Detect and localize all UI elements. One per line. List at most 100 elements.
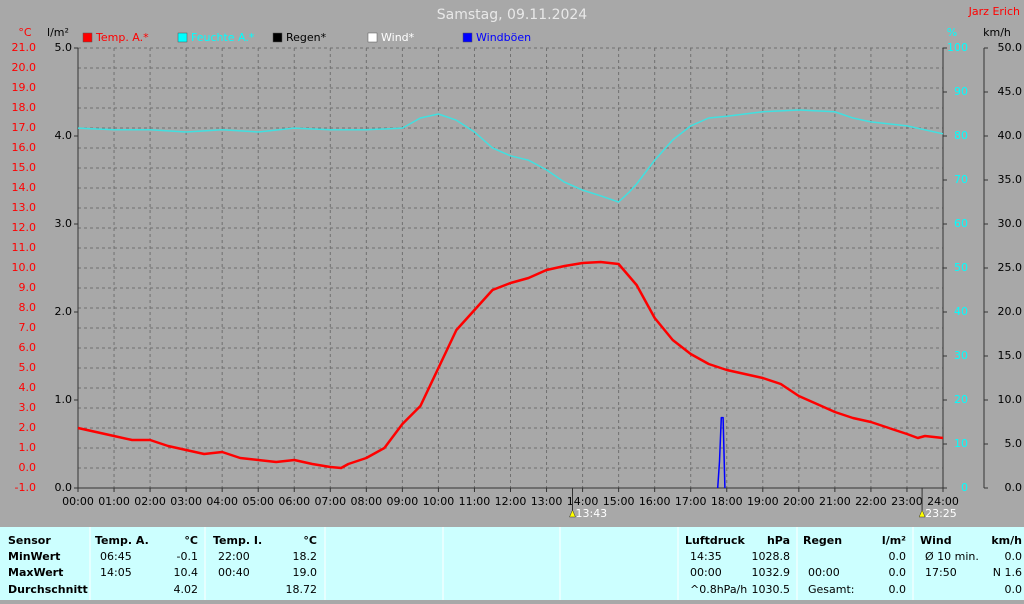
y-tick-label: 1.0 xyxy=(19,441,37,454)
humidity-tick-label: 40 xyxy=(954,305,968,318)
y-tick-label: 11.0 xyxy=(12,241,37,254)
annotation-icon xyxy=(918,509,926,518)
table-cell: 0.0 xyxy=(889,550,907,563)
x-tick-label: 19:00 xyxy=(747,495,779,508)
table-header: Temp. A. xyxy=(95,534,149,547)
x-tick-label: 20:00 xyxy=(783,495,815,508)
series-line xyxy=(716,416,726,489)
x-tick-label: 02:00 xyxy=(134,495,166,508)
x-tick-label: 18:00 xyxy=(711,495,743,508)
x-tick-label: 00:00 xyxy=(62,495,94,508)
table-cell: 0.0 xyxy=(1005,550,1023,563)
x-tick-label: 12:00 xyxy=(495,495,527,508)
y-axis-unit: °C xyxy=(18,26,32,39)
rain-tick-label: 2.0 xyxy=(55,305,73,318)
humidity-tick-label: 20 xyxy=(954,393,968,406)
table-cell: 1028.8 xyxy=(752,550,791,563)
legend-label: Feuchte A.* xyxy=(191,31,255,44)
x-tick-label: 07:00 xyxy=(314,495,346,508)
table-cell: 00:00 xyxy=(808,566,840,579)
x-tick-label: 22:00 xyxy=(855,495,887,508)
y-tick-label: 21.0 xyxy=(12,41,37,54)
table-cell: 18.2 xyxy=(293,550,318,563)
humidity-tick-label: 10 xyxy=(954,437,968,450)
table-header: Luftdruck xyxy=(685,534,746,547)
legend-label: Temp. A.* xyxy=(95,31,149,44)
rain-tick-label: 1.0 xyxy=(55,393,73,406)
y-tick-label: 13.0 xyxy=(12,201,37,214)
author: Jarz Erich xyxy=(968,5,1020,18)
table-row-label: Durchschnitt xyxy=(8,583,88,596)
x-tick-label: 14:00 xyxy=(567,495,599,508)
table-cell: 18.72 xyxy=(286,583,318,596)
x-tick-label: 13:00 xyxy=(531,495,563,508)
rain-tick-label: 5.0 xyxy=(55,41,73,54)
table-cell: 1030.5 xyxy=(752,583,791,596)
y-tick-label: 9.0 xyxy=(19,281,37,294)
table-header: Wind xyxy=(920,534,952,547)
x-tick-label: 04:00 xyxy=(206,495,238,508)
table-row-label: MinWert xyxy=(8,550,60,563)
wind-tick-label: 50.0 xyxy=(998,41,1023,54)
table-cell: 14:05 xyxy=(100,566,132,579)
legend-swatch xyxy=(82,32,93,43)
x-tick-label: 11:00 xyxy=(459,495,491,508)
table-cell: 17:50 xyxy=(925,566,957,579)
table-background xyxy=(0,527,1024,600)
table-cell: 00:40 xyxy=(218,566,250,579)
humidity-tick-label: 80 xyxy=(954,129,968,142)
table-cell: 0.0 xyxy=(1005,583,1023,596)
table-cell: 1032.9 xyxy=(752,566,791,579)
table-cell: 06:45 xyxy=(100,550,132,563)
legend-label: Regen* xyxy=(286,31,327,44)
y-tick-label: 7.0 xyxy=(19,321,37,334)
x-tick-label: 05:00 xyxy=(242,495,274,508)
humidity-tick-label: 90 xyxy=(954,85,968,98)
x-tick-label: 01:00 xyxy=(98,495,130,508)
humidity-tick-label: 100 xyxy=(947,41,968,54)
y-tick-label: 16.0 xyxy=(12,141,37,154)
wind-tick-label: 30.0 xyxy=(998,217,1023,230)
table-cell: Gesamt: xyxy=(808,583,855,596)
table-header: Regen xyxy=(803,534,842,547)
x-tick-label: 06:00 xyxy=(278,495,310,508)
table-row-label: MaxWert xyxy=(8,566,63,579)
table-cell: 10.4 xyxy=(174,566,199,579)
wind-tick-label: 0.0 xyxy=(1005,481,1023,494)
y-tick-label: 5.0 xyxy=(19,361,37,374)
table-cell: -0.1 xyxy=(177,550,198,563)
rain-tick-label: 4.0 xyxy=(55,129,73,142)
table-cell: 22:00 xyxy=(218,550,250,563)
y-tick-label: 19.0 xyxy=(12,81,37,94)
series-line xyxy=(77,109,944,203)
wind-tick-label: 5.0 xyxy=(1005,437,1023,450)
rain-tick-label: 3.0 xyxy=(55,217,73,230)
x-tick-label: 21:00 xyxy=(819,495,851,508)
y-tick-label: 8.0 xyxy=(19,301,37,314)
legend-swatch xyxy=(272,32,283,43)
y-tick-label: 18.0 xyxy=(12,101,37,114)
humidity-tick-label: 30 xyxy=(954,349,968,362)
legend-swatch xyxy=(462,32,473,43)
rain-tick-label: 0.0 xyxy=(55,481,73,494)
wind-tick-label: 40.0 xyxy=(998,129,1023,142)
table-cell: ^0.8hPa/h xyxy=(690,583,747,596)
y-tick-label: 15.0 xyxy=(12,161,37,174)
legend-swatch xyxy=(367,32,378,43)
y-tick-label: 3.0 xyxy=(19,401,37,414)
table-header: Temp. I. xyxy=(213,534,262,547)
y-tick-label: 14.0 xyxy=(12,181,37,194)
x-tick-label: 03:00 xyxy=(170,495,202,508)
x-tick-label: 17:00 xyxy=(675,495,707,508)
table-cell: 0.0 xyxy=(889,583,907,596)
annotation-icon xyxy=(569,509,576,518)
y-tick-label: 4.0 xyxy=(19,381,37,394)
wind-tick-label: 35.0 xyxy=(998,173,1023,186)
wind-tick-label: 45.0 xyxy=(998,85,1023,98)
annotation-label: 23:25 xyxy=(925,507,957,520)
chart-title: Samstag, 09.11.2024 xyxy=(437,7,588,23)
table-cell: 14:35 xyxy=(690,550,722,563)
x-tick-label: 08:00 xyxy=(350,495,382,508)
